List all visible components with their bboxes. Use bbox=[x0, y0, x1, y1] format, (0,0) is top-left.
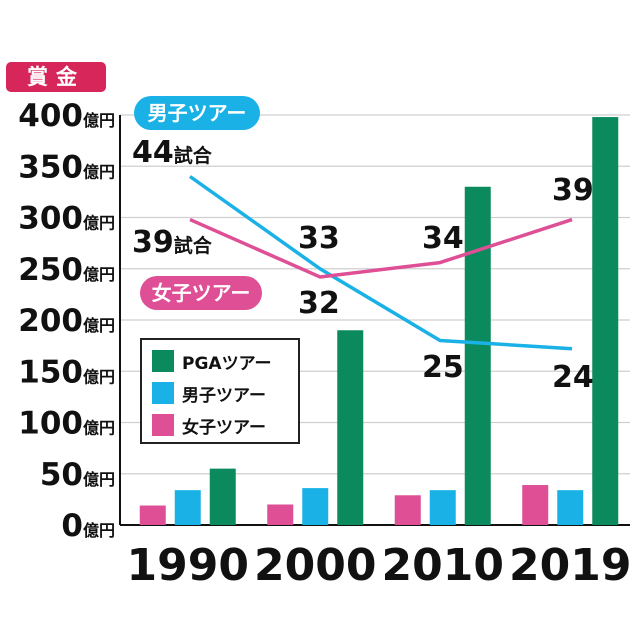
bar-女子ツアー-2010 bbox=[394, 495, 421, 525]
legend-item-women: 女子ツアー bbox=[152, 412, 266, 438]
line-data-label: 44試合 bbox=[132, 135, 213, 170]
bar-女子ツアー-1990 bbox=[139, 505, 166, 525]
line-data-label: 39試合 bbox=[132, 225, 213, 260]
legend-label-women: 女子ツアー bbox=[182, 417, 266, 438]
y-tick-label: 0億円 bbox=[61, 508, 115, 544]
y-tick-label: 200億円 bbox=[18, 303, 115, 339]
y-tick-label: 300億円 bbox=[18, 201, 115, 237]
legend-item-pga: PGAツアー bbox=[152, 348, 272, 374]
bar-男子ツアー-2010 bbox=[429, 490, 456, 525]
legend: PGAツアー 男子ツアー 女子ツアー bbox=[140, 338, 300, 444]
line-data-label: 39 bbox=[552, 173, 594, 208]
women-tour-label: 女子ツアー bbox=[140, 276, 262, 310]
y-axis-label: 賞金 bbox=[6, 62, 106, 92]
y-tick-label: 150億円 bbox=[18, 354, 115, 390]
line-data-label: 25 bbox=[422, 350, 464, 385]
bar-女子ツアー-2000 bbox=[267, 504, 294, 525]
x-tick-label: 1990 bbox=[127, 540, 249, 591]
line-data-label: 33 bbox=[298, 221, 340, 256]
x-tick-label: 2019 bbox=[509, 540, 631, 591]
legend-swatch-women bbox=[152, 414, 174, 436]
men-tour-label: 男子ツアー bbox=[134, 96, 260, 130]
line-男子ツアー bbox=[188, 175, 573, 351]
line-data-label: 34 bbox=[422, 221, 464, 256]
bar-PGAツアー-2010 bbox=[464, 186, 491, 525]
bar-男子ツアー-2000 bbox=[302, 488, 329, 525]
legend-item-men: 男子ツアー bbox=[152, 380, 266, 406]
bar-女子ツアー-2019 bbox=[522, 485, 549, 525]
bar-PGAツアー-1990 bbox=[209, 468, 236, 525]
legend-label-men: 男子ツアー bbox=[182, 385, 266, 406]
line-女子ツアー bbox=[189, 217, 573, 279]
line-data-label: 24 bbox=[552, 360, 594, 395]
line-data-label: 32 bbox=[298, 286, 340, 321]
y-tick-label: 350億円 bbox=[18, 149, 115, 185]
legend-label-pga: PGAツアー bbox=[182, 353, 272, 374]
bar-男子ツアー-1990 bbox=[174, 490, 201, 525]
y-tick-label: 400億円 bbox=[18, 98, 115, 134]
legend-swatch-pga bbox=[152, 350, 174, 372]
y-tick-label: 250億円 bbox=[18, 252, 115, 288]
y-tick-label: 100億円 bbox=[18, 406, 115, 442]
bar-PGAツアー-2000 bbox=[337, 330, 364, 525]
x-tick-label: 2000 bbox=[254, 540, 376, 591]
bar-男子ツアー-2019 bbox=[557, 490, 584, 525]
x-tick-label: 2010 bbox=[382, 540, 504, 591]
legend-swatch-men bbox=[152, 382, 174, 404]
y-tick-label: 50億円 bbox=[40, 457, 115, 493]
bar-PGAツアー-2019 bbox=[592, 117, 619, 526]
